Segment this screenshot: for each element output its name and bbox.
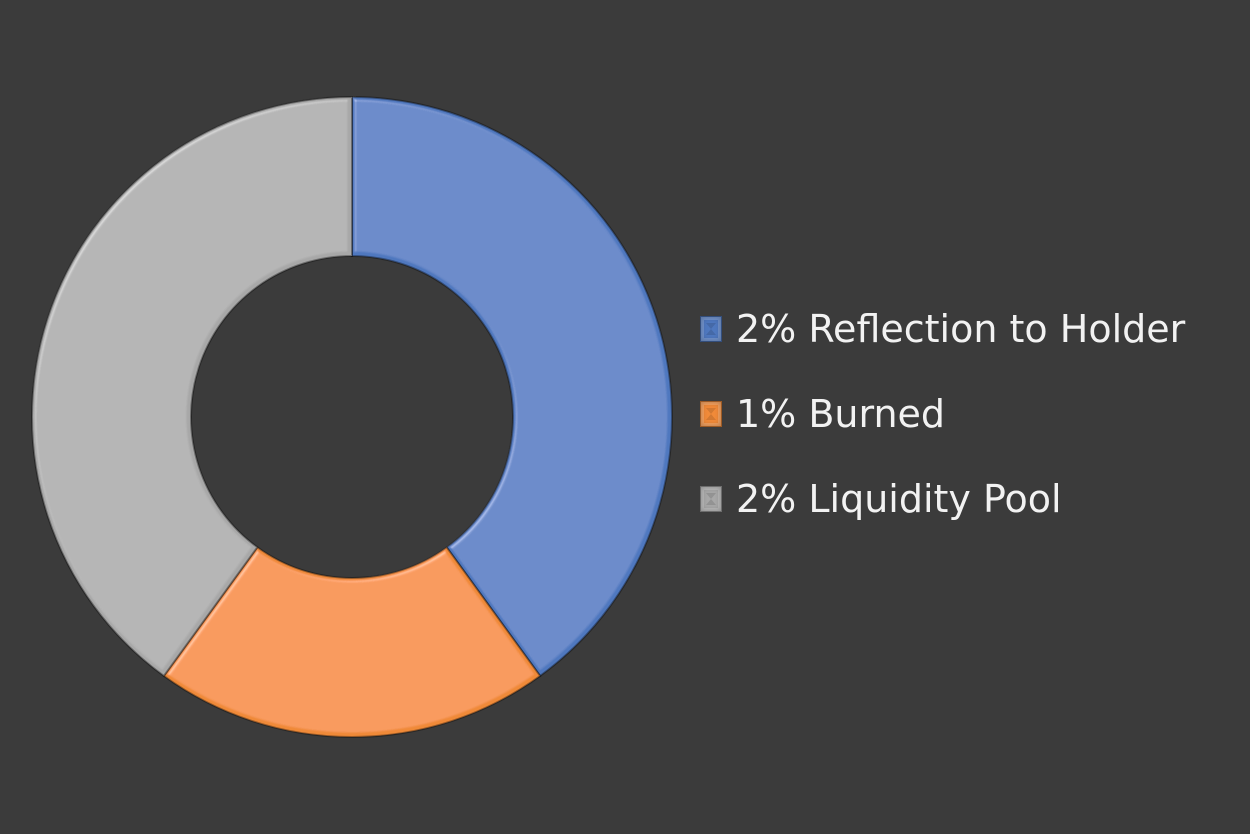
legend-swatch-burned	[700, 401, 722, 427]
slice-liquidity	[31, 95, 353, 678]
slice-burned	[162, 545, 542, 738]
donut-slices	[31, 95, 673, 738]
legend-label-liquidity: 2% Liquidity Pool	[736, 477, 1062, 521]
legend-label-burned: 1% Burned	[736, 392, 946, 436]
legend-label-reflection: 2% Reflection to Holder	[736, 307, 1186, 351]
legend-swatch-liquidity	[700, 486, 722, 512]
chart-legend: 2% Reflection to Holder 1% Burned 2% Liq…	[700, 305, 1240, 560]
slice-reflection	[351, 95, 673, 678]
legend-item-burned: 1% Burned	[700, 390, 1240, 438]
legend-swatch-reflection	[700, 316, 722, 342]
legend-item-reflection: 2% Reflection to Holder	[700, 305, 1240, 353]
legend-item-liquidity: 2% Liquidity Pool	[700, 475, 1240, 523]
